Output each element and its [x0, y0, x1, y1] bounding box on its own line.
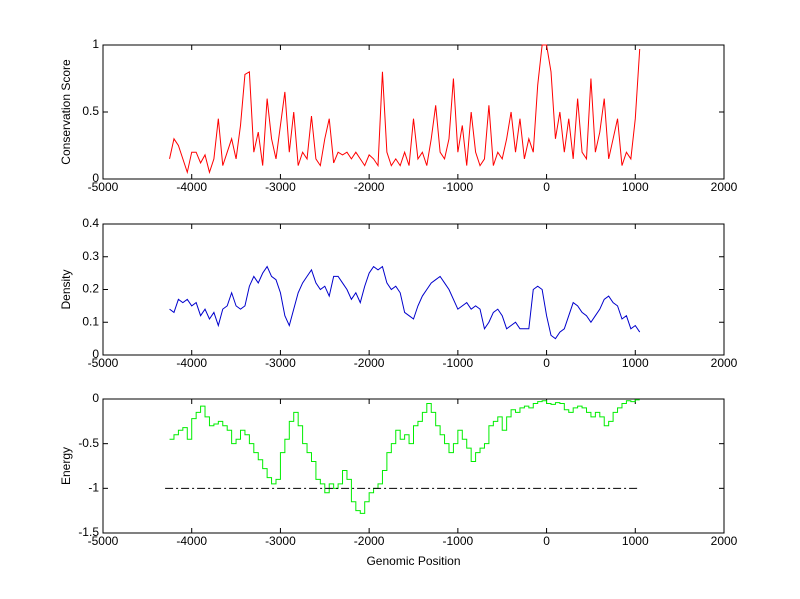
x-axis-label: Genomic Position — [366, 554, 460, 568]
x-tick-label: 2000 — [711, 534, 738, 548]
y-axis-label: Energy — [59, 447, 73, 485]
x-tick-label: -1000 — [443, 534, 474, 548]
x-tick-label: 1000 — [622, 356, 649, 370]
y-tick-label: 0.2 — [82, 282, 99, 296]
x-tick-label: -3000 — [265, 180, 296, 194]
y-tick-label: 0.4 — [82, 216, 99, 230]
x-tick-label: -5000 — [88, 180, 119, 194]
x-tick-label: -2000 — [354, 180, 385, 194]
x-tick-label: 0 — [543, 534, 550, 548]
x-tick-label: 2000 — [711, 180, 738, 194]
y-tick-label: 1 — [92, 37, 99, 51]
y-tick-label: 0 — [92, 347, 99, 361]
x-tick-label: -5000 — [88, 356, 119, 370]
x-tick-label: -1000 — [443, 356, 474, 370]
x-tick-label: -3000 — [265, 534, 296, 548]
y-tick-label: 0.1 — [82, 314, 99, 328]
y-tick-label: -1 — [88, 481, 99, 495]
y-tick-label: 0 — [92, 391, 99, 405]
axes-box — [102, 44, 725, 180]
x-tick-label: 0 — [543, 356, 550, 370]
data-line — [169, 399, 640, 514]
x-tick-label: 1000 — [622, 534, 649, 548]
y-tick-label: 0.3 — [82, 249, 99, 263]
x-tick-label: -4000 — [176, 180, 207, 194]
x-tick-label: -3000 — [265, 356, 296, 370]
x-tick-label: 1000 — [622, 180, 649, 194]
x-tick-label: -1000 — [443, 180, 474, 194]
data-line — [169, 44, 641, 175]
y-axis-label: Conservation Score — [59, 59, 73, 165]
data-line — [169, 265, 641, 340]
y-tick-label: 0.5 — [82, 104, 99, 118]
x-tick-label: -5000 — [88, 534, 119, 548]
y-tick-label: 0 — [92, 171, 99, 185]
y-tick-label: -1.5 — [78, 525, 99, 539]
x-tick-label: -4000 — [176, 356, 207, 370]
axes-box — [102, 223, 725, 356]
x-tick-label: 2000 — [711, 356, 738, 370]
x-tick-label: -2000 — [354, 534, 385, 548]
axes-box — [102, 398, 725, 534]
x-tick-label: -4000 — [176, 534, 207, 548]
y-axis-label: Density — [59, 269, 73, 309]
x-tick-label: -2000 — [354, 356, 385, 370]
y-tick-label: -0.5 — [78, 436, 99, 450]
x-tick-label: 0 — [543, 180, 550, 194]
